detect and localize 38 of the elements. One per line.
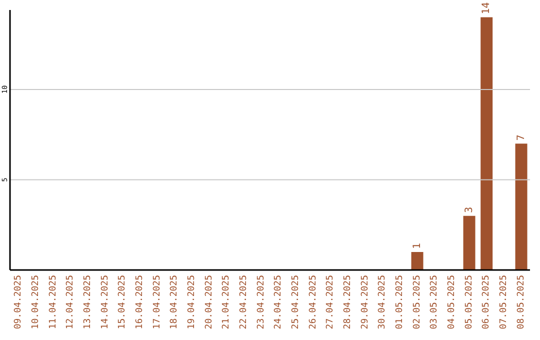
x-tick-label: 08.05.2025	[516, 275, 526, 330]
x-tick-label: 10.04.2025	[31, 275, 41, 330]
x-tick-label: 23.04.2025	[256, 275, 266, 330]
x-tick-label: 02.05.2025	[412, 275, 422, 330]
x-tick-label: 22.04.2025	[239, 275, 249, 330]
x-tick-label: 27.04.2025	[326, 275, 336, 330]
x-tick-label: 24.04.2025	[274, 275, 284, 330]
x-tick-label: 29.04.2025	[360, 275, 370, 330]
x-tick-label: 30.04.2025	[378, 275, 388, 330]
data-label: 1	[412, 242, 423, 249]
x-tick-label: 13.04.2025	[83, 275, 93, 330]
data-label: 14	[481, 2, 492, 14]
x-tick-label: 01.05.2025	[395, 275, 405, 330]
x-tick-label: 09.04.2025	[14, 275, 24, 330]
x-tick-label: 19.04.2025	[187, 275, 197, 330]
x-tick-label: 17.04.2025	[152, 275, 162, 330]
bar	[515, 144, 528, 270]
data-label: 3	[464, 206, 475, 213]
x-tick-label: 12.04.2025	[66, 275, 76, 330]
x-tick-label: 21.04.2025	[222, 275, 232, 330]
x-tick-label: 25.04.2025	[291, 275, 301, 330]
x-tick-label: 04.05.2025	[447, 275, 457, 330]
x-tick-label: 07.05.2025	[499, 275, 509, 330]
x-tick-label: 20.04.2025	[204, 275, 214, 330]
bar	[463, 216, 476, 270]
x-tick-label: 16.04.2025	[135, 275, 145, 330]
x-tick-label: 05.05.2025	[464, 275, 474, 330]
x-tick-label: 06.05.2025	[482, 275, 492, 330]
x-tick-label: 26.04.2025	[308, 275, 318, 330]
x-tick-label: 15.04.2025	[118, 275, 128, 330]
data-label: 7	[516, 134, 527, 141]
x-tick-label: 03.05.2025	[430, 275, 440, 330]
bar	[411, 252, 424, 270]
x-tick-label: 11.04.2025	[48, 275, 58, 330]
x-tick-label: 28.04.2025	[343, 275, 353, 330]
x-tick-label: 14.04.2025	[100, 275, 110, 330]
bar	[480, 17, 493, 270]
x-tick-label: 18.04.2025	[170, 275, 180, 330]
